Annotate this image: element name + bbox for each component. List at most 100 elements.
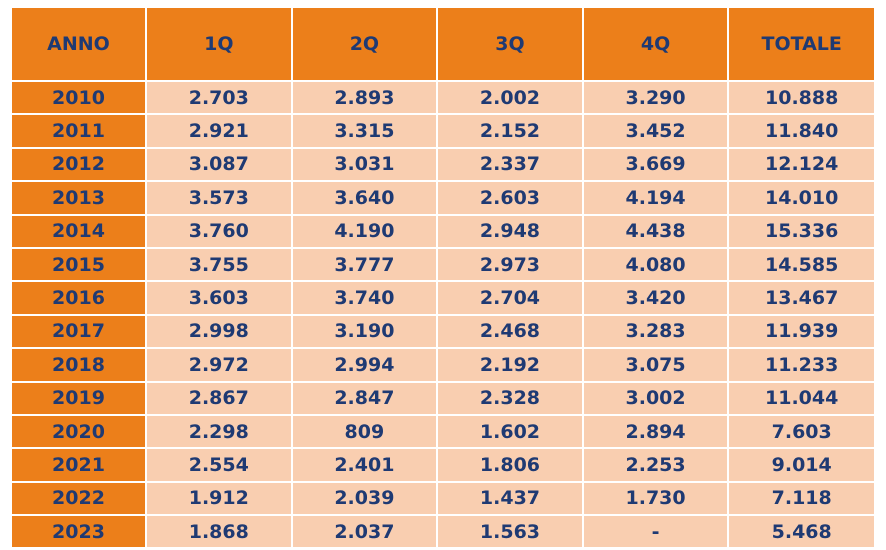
q3-cell: 1.806 [437, 448, 584, 483]
q3-cell: 2.973 [437, 247, 584, 283]
table-row: 2021 2.554 2.401 1.806 2.253 9.014 [12, 448, 874, 483]
total-cell: 11.233 [728, 348, 874, 383]
total-cell: 7.118 [728, 481, 874, 517]
q3-cell: 2.337 [437, 147, 584, 183]
q4-cell: 3.283 [582, 314, 730, 350]
q4-cell: 3.290 [582, 81, 730, 116]
year-cell: 2017 [12, 314, 147, 350]
year-cell: 2013 [12, 181, 147, 216]
q4-cell: 1.730 [582, 481, 730, 517]
q1-cell: 2.554 [146, 448, 293, 483]
q1-cell: 3.087 [146, 147, 293, 183]
q4-cell: 3.452 [582, 114, 730, 149]
table-header: ANNO 1Q 2Q 3Q 4Q TOTALE [12, 8, 874, 82]
q3-cell: 2.328 [437, 381, 584, 416]
total-cell: 14.585 [728, 247, 874, 283]
q4-cell: 3.669 [582, 147, 730, 183]
q3-cell: 2.152 [437, 114, 584, 149]
total-cell: 10.888 [728, 81, 874, 116]
year-cell: 2015 [12, 247, 147, 283]
q2-cell: 4.190 [291, 214, 439, 249]
total-cell: 15.336 [728, 214, 874, 249]
total-cell: 14.010 [728, 181, 874, 216]
q2-cell: 2.994 [291, 348, 439, 383]
q3-cell: 2.192 [437, 348, 584, 383]
q4-cell: - [582, 515, 730, 550]
q2-cell: 3.031 [291, 147, 439, 183]
q2-cell: 2.847 [291, 381, 439, 416]
q3-cell: 1.602 [437, 414, 584, 450]
year-cell: 2021 [12, 448, 147, 483]
table-row: 2016 3.603 3.740 2.704 3.420 13.467 [12, 281, 874, 316]
year-cell: 2023 [12, 515, 147, 550]
q2-cell: 2.401 [291, 448, 439, 483]
q1-cell: 2.703 [146, 81, 293, 116]
total-cell: 7.603 [728, 414, 874, 450]
q4-cell: 2.894 [582, 414, 730, 450]
q2-cell: 2.037 [291, 515, 439, 550]
q3-cell: 2.948 [437, 214, 584, 249]
q4-cell: 4.194 [582, 181, 730, 216]
table-row: 2017 2.998 3.190 2.468 3.283 11.939 [12, 314, 874, 350]
column-header-2q: 2Q [291, 8, 439, 82]
table-row: 2019 2.867 2.847 2.328 3.002 11.044 [12, 381, 874, 416]
quarterly-data-table-container: ANNO 1Q 2Q 3Q 4Q TOTALE 2010 2.703 2.893 2.002 3.… [12, 8, 874, 550]
q1-cell: 2.998 [146, 314, 293, 350]
year-cell: 2010 [12, 81, 147, 116]
year-cell: 2012 [12, 147, 147, 183]
q1-cell: 1.868 [146, 515, 293, 550]
q1-cell: 1.912 [146, 481, 293, 517]
table-row: 2015 3.755 3.777 2.973 4.080 14.585 [12, 247, 874, 283]
q4-cell: 4.438 [582, 214, 730, 249]
q3-cell: 2.468 [437, 314, 584, 350]
year-cell: 2014 [12, 214, 147, 249]
total-cell: 13.467 [728, 281, 874, 316]
column-header-totale: TOTALE [728, 8, 874, 82]
q1-cell: 2.921 [146, 114, 293, 149]
total-cell: 5.468 [728, 515, 874, 550]
column-header-4q: 4Q [582, 8, 730, 82]
year-cell: 2019 [12, 381, 147, 416]
table-row: 2014 3.760 4.190 2.948 4.438 15.336 [12, 214, 874, 249]
q1-cell: 3.603 [146, 281, 293, 316]
table-body: 2010 2.703 2.893 2.002 3.290 10.888 2011 2.921 3… [12, 81, 874, 550]
total-cell: 11.044 [728, 381, 874, 416]
year-cell: 2016 [12, 281, 147, 316]
table-row: 2013 3.573 3.640 2.603 4.194 14.010 [12, 181, 874, 216]
q4-cell: 3.420 [582, 281, 730, 316]
q1-cell: 2.298 [146, 414, 293, 450]
header-row: ANNO 1Q 2Q 3Q 4Q TOTALE [12, 8, 874, 82]
table-row: 2022 1.912 2.039 1.437 1.730 7.118 [12, 481, 874, 517]
column-header-3q: 3Q [437, 8, 584, 82]
q2-cell: 3.640 [291, 181, 439, 216]
q3-cell: 2.704 [437, 281, 584, 316]
q3-cell: 2.002 [437, 81, 584, 116]
table-row: 2012 3.087 3.031 2.337 3.669 12.124 [12, 147, 874, 183]
quarterly-data-table: ANNO 1Q 2Q 3Q 4Q TOTALE 2010 2.703 2.893 2.002 3.… [12, 8, 874, 550]
column-header-anno: ANNO [12, 8, 147, 82]
q4-cell: 2.253 [582, 448, 730, 483]
q2-cell: 3.315 [291, 114, 439, 149]
q2-cell: 3.740 [291, 281, 439, 316]
q1-cell: 2.972 [146, 348, 293, 383]
total-cell: 12.124 [728, 147, 874, 183]
q4-cell: 4.080 [582, 247, 730, 283]
year-cell: 2020 [12, 414, 147, 450]
table-row: 2020 2.298 809 1.602 2.894 7.603 [12, 414, 874, 450]
year-cell: 2011 [12, 114, 147, 149]
total-cell: 9.014 [728, 448, 874, 483]
table-row: 2018 2.972 2.994 2.192 3.075 11.233 [12, 348, 874, 383]
q3-cell: 1.563 [437, 515, 584, 550]
table-row: 2011 2.921 3.315 2.152 3.452 11.840 [12, 114, 874, 149]
q2-cell: 2.039 [291, 481, 439, 517]
total-cell: 11.840 [728, 114, 874, 149]
q4-cell: 3.002 [582, 381, 730, 416]
year-cell: 2022 [12, 481, 147, 517]
q2-cell: 2.893 [291, 81, 439, 116]
q1-cell: 3.573 [146, 181, 293, 216]
q2-cell: 3.777 [291, 247, 439, 283]
q2-cell: 3.190 [291, 314, 439, 350]
q1-cell: 3.760 [146, 214, 293, 249]
q3-cell: 2.603 [437, 181, 584, 216]
q3-cell: 1.437 [437, 481, 584, 517]
